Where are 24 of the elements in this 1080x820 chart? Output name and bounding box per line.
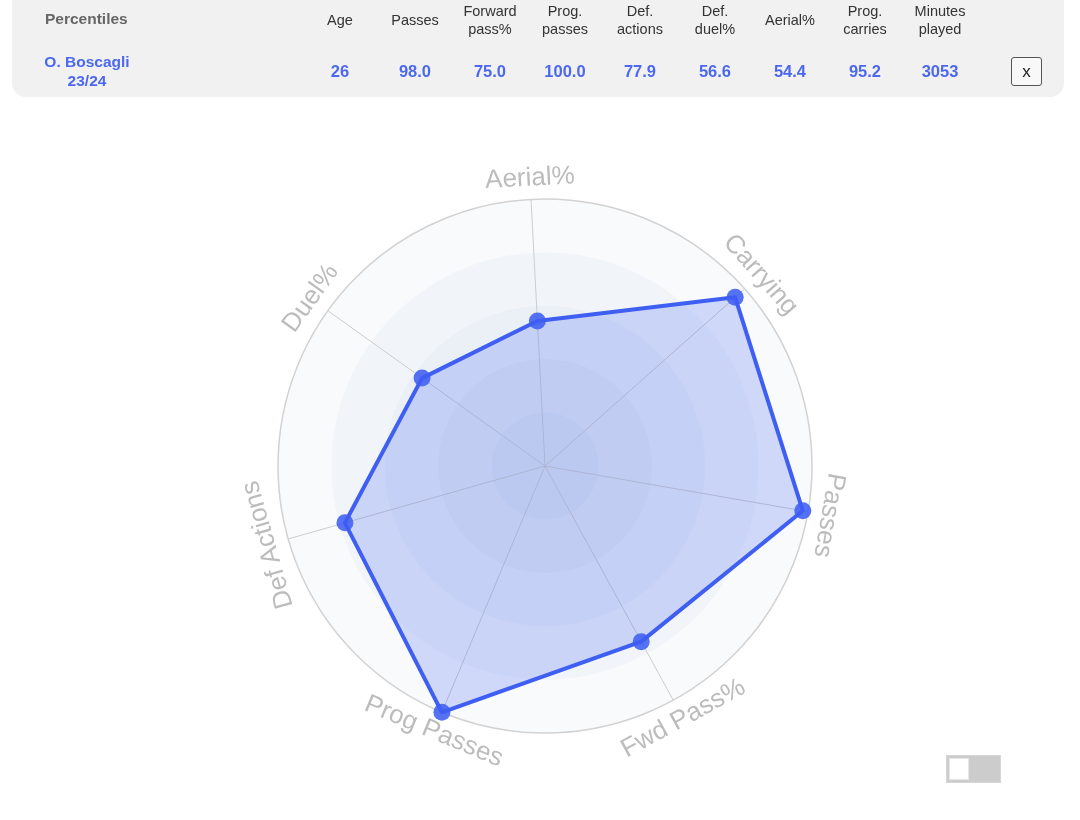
category-label: Prog. carries xyxy=(842,1,888,39)
close-button: x xyxy=(1011,57,1042,86)
spoke-label: Passes xyxy=(808,471,853,561)
category-label: Age xyxy=(327,10,353,30)
data-label: 3053 xyxy=(921,61,959,81)
data-label: 77.9 xyxy=(623,61,657,81)
category-label: Def. duel% xyxy=(693,1,737,39)
text: Percentiles xyxy=(45,10,128,28)
data-label: 98.0 xyxy=(398,61,432,81)
data-label: 95.2 xyxy=(848,61,882,81)
category-label: Minutes played xyxy=(913,1,967,39)
category-label: Passes xyxy=(391,10,439,30)
category-label: Def. actions xyxy=(616,1,664,39)
data-label: 54.4 xyxy=(773,61,807,81)
category-label: Forward pass% xyxy=(462,1,518,39)
spoke-label: Aerial% xyxy=(484,159,576,194)
category-label: Prog. passes xyxy=(541,1,589,39)
data-label: 100.0 xyxy=(544,61,586,81)
data-label: 56.6 xyxy=(698,61,732,81)
data-label: 26 xyxy=(330,61,350,81)
category-label: Aerial% xyxy=(765,10,815,30)
data-label: 75.0 xyxy=(473,61,507,81)
series-label: O. Boscagli 23/24 xyxy=(43,51,131,91)
spoke-label: Def Actions xyxy=(233,477,299,613)
